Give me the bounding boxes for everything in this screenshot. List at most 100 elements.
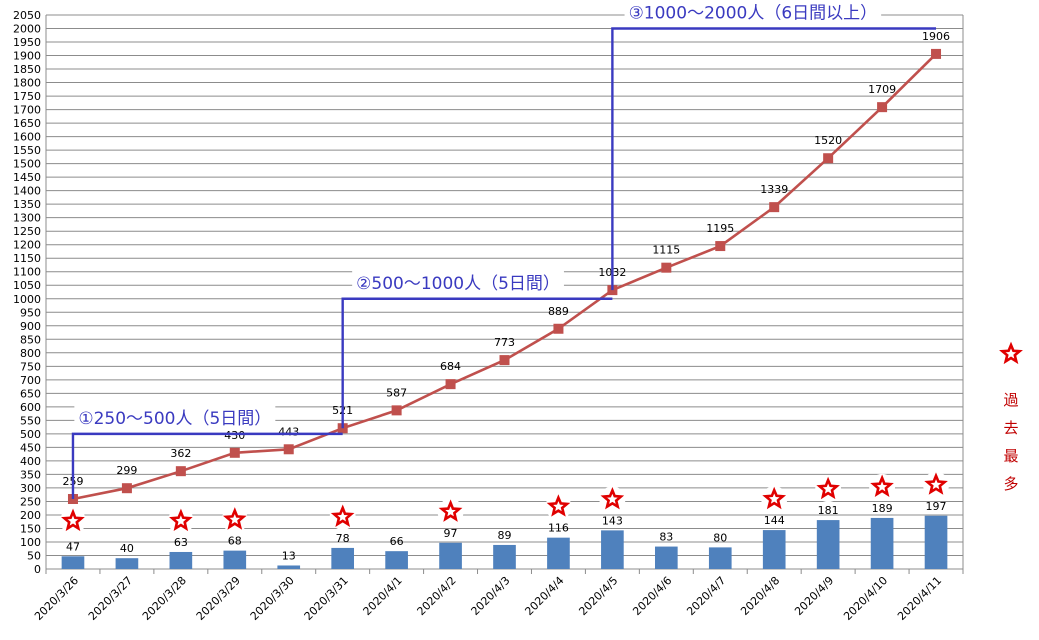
x-tick-label: 2020/4/10 — [841, 574, 890, 623]
y-tick-label: 450 — [20, 441, 41, 454]
bar-value-label: 83 — [659, 531, 673, 544]
y-tick-label: 800 — [20, 347, 41, 360]
y-tick-label: 1600 — [13, 131, 41, 144]
star-icon — [924, 472, 948, 495]
bar-value-label: 66 — [390, 535, 404, 548]
bar — [654, 546, 678, 569]
line-marker — [769, 202, 780, 213]
bar — [924, 515, 948, 569]
bar — [115, 558, 139, 569]
bar — [601, 530, 624, 569]
x-tick-label: 2020/4/7 — [684, 574, 728, 618]
bar-value-label: 189 — [872, 502, 893, 515]
x-tick-label: 2020/4/11 — [895, 574, 944, 623]
y-tick-label: 1350 — [13, 198, 41, 211]
line-marker — [175, 466, 186, 477]
bar-value-label: 197 — [926, 500, 947, 513]
y-tick-label: 200 — [20, 509, 41, 522]
x-tick-label: 2020/4/1 — [361, 574, 405, 618]
bar — [547, 537, 570, 569]
line-marker — [445, 379, 456, 390]
bar — [331, 547, 355, 569]
y-tick-label: 1000 — [13, 293, 41, 306]
bar-value-label: 13 — [282, 549, 296, 562]
line-value-label: 362 — [170, 447, 191, 460]
y-tick-label: 2050 — [13, 9, 41, 22]
y-tick-label: 300 — [20, 482, 41, 495]
y-tick-label: 0 — [34, 563, 41, 576]
annotation-bracket — [71, 432, 343, 500]
y-tick-label: 100 — [20, 536, 41, 549]
star-icon — [438, 499, 463, 522]
y-tick-label: 1900 — [13, 50, 41, 63]
line-marker — [499, 355, 510, 366]
line-marker — [121, 483, 132, 494]
y-tick-label: 350 — [20, 468, 41, 481]
x-tick-label: 2020/3/30 — [248, 574, 297, 623]
annotation-label: ②500〜1000人（5日間） — [356, 274, 560, 294]
line-value-label: 1906 — [922, 30, 950, 43]
y-tick-label: 900 — [20, 320, 41, 333]
line-value-label: 1195 — [706, 222, 734, 235]
line-marker — [553, 323, 564, 334]
star-icon — [762, 486, 787, 510]
y-tick-label: 550 — [20, 414, 41, 427]
line-value-label: 889 — [548, 305, 569, 318]
star-icon — [330, 504, 355, 528]
legend-text-char: 去 — [1003, 419, 1018, 437]
bar-value-label: 97 — [444, 527, 458, 540]
x-tick-label: 2020/4/3 — [468, 574, 512, 618]
bar-value-label: 181 — [818, 504, 839, 517]
bar-value-label: 63 — [174, 536, 188, 549]
bar — [762, 530, 786, 569]
bar — [277, 565, 301, 569]
annotation-label-bg — [352, 270, 564, 293]
bar — [223, 550, 247, 569]
line-marker — [823, 153, 834, 164]
record-stars — [59, 471, 950, 535]
bar — [870, 517, 894, 569]
y-tick-label: 500 — [20, 428, 41, 441]
star-icon — [61, 508, 85, 532]
line-value-label: 587 — [386, 386, 407, 399]
star-icon — [816, 476, 840, 500]
x-tick-label: 2020/3/28 — [140, 574, 189, 623]
bar-value-label: 47 — [66, 540, 80, 553]
annotation-bracket — [341, 297, 613, 429]
bar-data-labels: 47 40 63 68 13 78 66 97 89 116 143 83 80 144 181 189 197 — [66, 500, 947, 563]
line-marker — [229, 447, 240, 458]
y-tick-label: 1450 — [13, 171, 41, 184]
y-tick-label: 600 — [20, 401, 41, 414]
y-tick-label: 1400 — [13, 185, 41, 198]
bar-value-label: 144 — [764, 514, 785, 527]
y-tick-label: 250 — [20, 495, 41, 508]
y-tick-label: 1200 — [13, 239, 41, 252]
star-icon — [600, 486, 625, 510]
line-marker — [877, 102, 888, 113]
legend-text-char: 最 — [1003, 447, 1018, 465]
y-tick-label: 1500 — [13, 158, 41, 171]
bar-value-label: 143 — [602, 514, 623, 527]
bar — [816, 520, 840, 569]
x-tick-label: 2020/4/6 — [630, 574, 674, 618]
y-axis-ticks: 0501001502002503003504004505005506006507… — [13, 9, 41, 576]
y-tick-label: 750 — [20, 360, 41, 373]
bar — [385, 551, 408, 569]
line-marker — [283, 444, 294, 455]
bar-series — [61, 515, 948, 569]
annotation-bracket — [611, 27, 937, 291]
y-tick-label: 1850 — [13, 63, 41, 76]
annotation-label: ③1000〜2000人（6日間以上） — [629, 4, 878, 24]
star-icon — [169, 508, 193, 532]
legend-star-icon — [999, 341, 1023, 365]
y-tick-label: 1150 — [13, 252, 41, 265]
y-tick-label: 700 — [20, 374, 41, 387]
y-tick-label: 1800 — [13, 77, 41, 90]
legend-text-char: 多 — [1003, 475, 1018, 493]
line-value-label: 1115 — [652, 244, 680, 257]
y-tick-label: 400 — [20, 455, 41, 468]
bar-value-label: 68 — [228, 535, 242, 548]
x-tick-label: 2020/3/31 — [302, 574, 351, 623]
